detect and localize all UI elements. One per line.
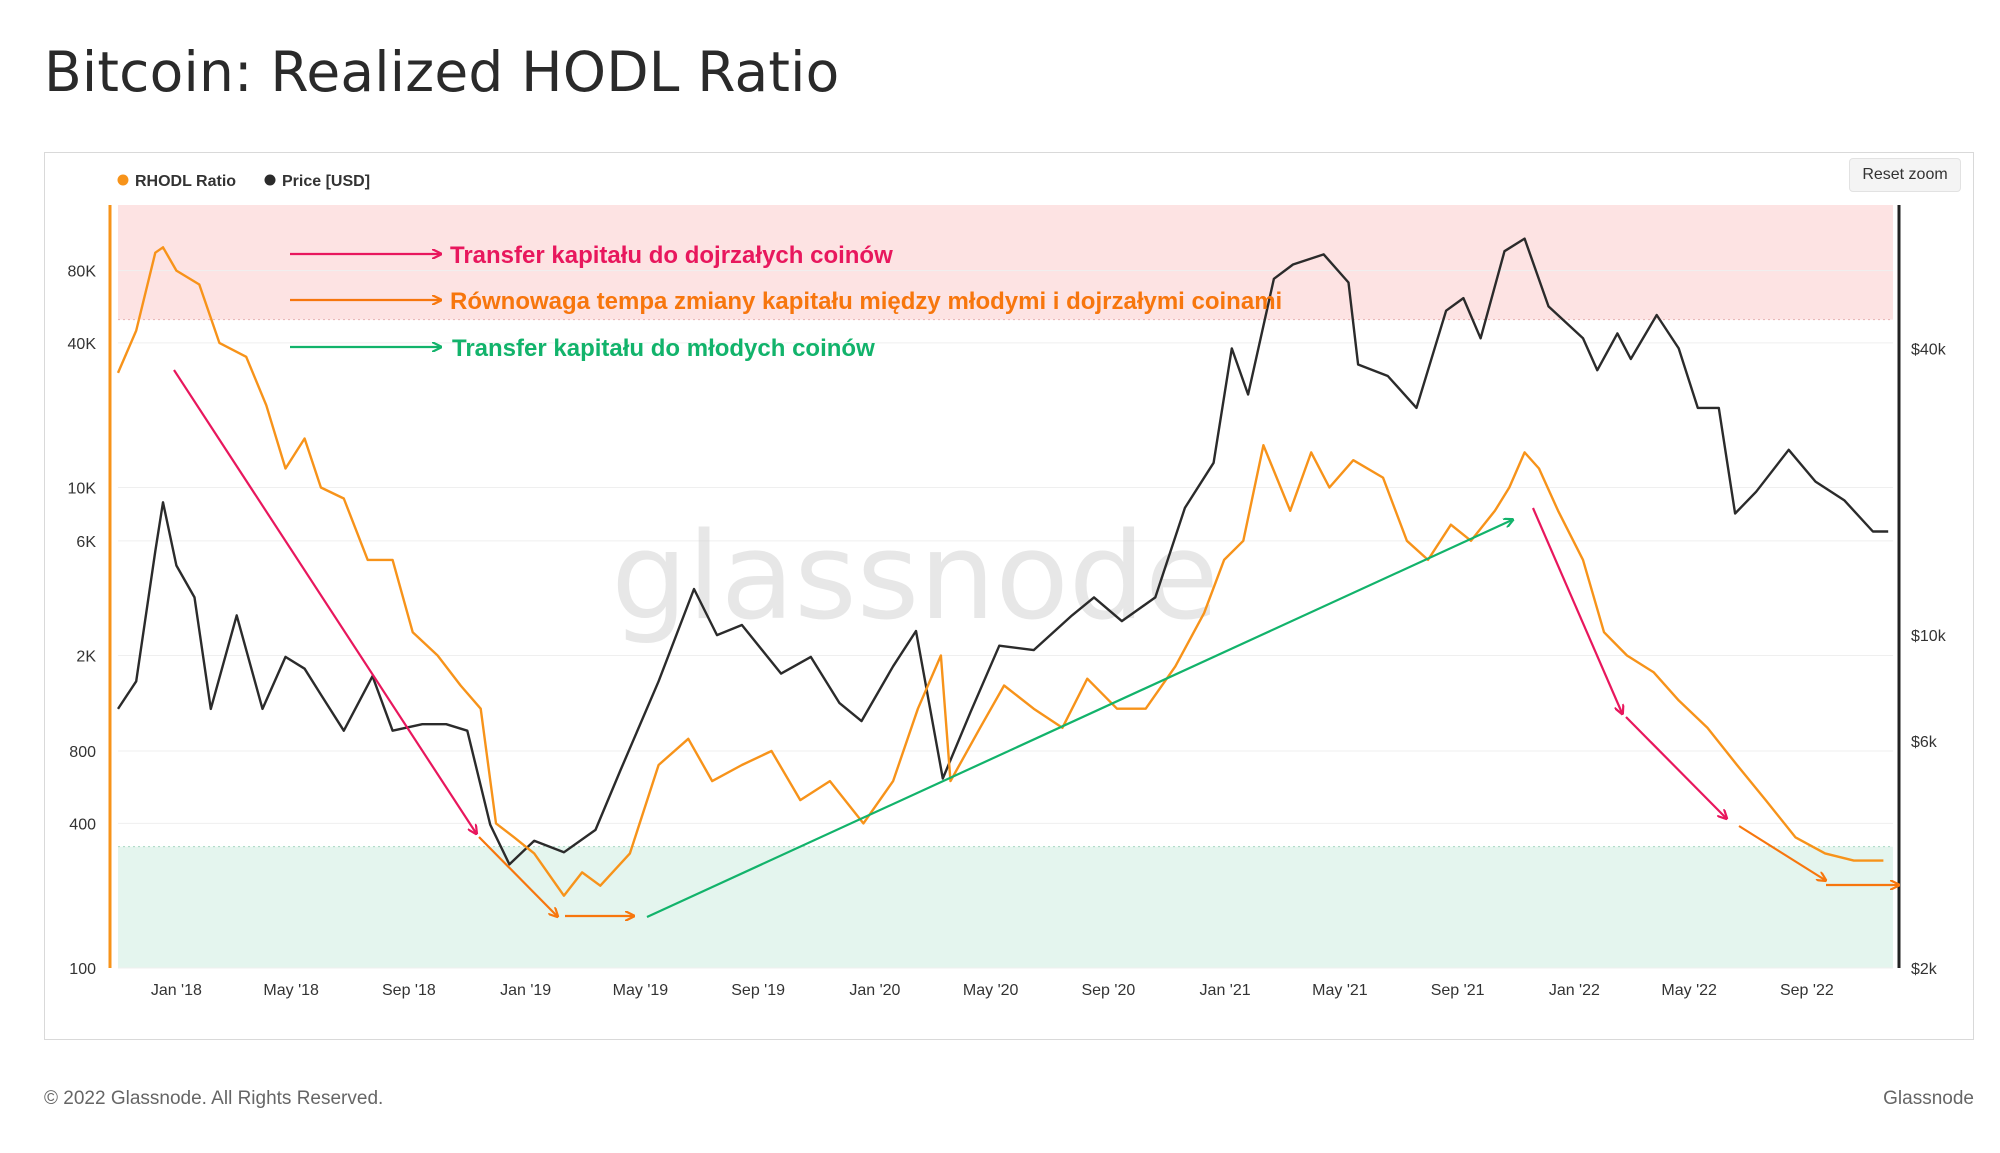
x-tick-label: May '20 [963, 982, 1019, 999]
x-tick-label: Sep '19 [731, 982, 785, 999]
watermark: glassnode [611, 508, 1219, 647]
left-tick-label: 400 [69, 816, 96, 833]
right-tick-label: $2k [1911, 961, 1938, 978]
x-tick-label: Jan '20 [849, 982, 900, 999]
trend-arrow-mature-2018 [173, 369, 476, 833]
series-rhodl-line [116, 246, 1884, 897]
x-tick-label: May '21 [1312, 982, 1368, 999]
left-tick-label: 800 [69, 744, 96, 761]
left-tick-label: 80K [68, 264, 97, 281]
trend-arrow-equilibrium-2022a [1738, 825, 1825, 880]
series-price-line [116, 237, 1889, 866]
trend-arrow-mature-2021 [1531, 507, 1622, 713]
trend-arrow-equilibrium-2019a [478, 836, 557, 916]
annotation-mature: Transfer kapitału do dojrzałych coinów [450, 242, 893, 269]
legend: RHODL Ratio Price [USD] [117, 173, 370, 190]
left-tick-label: 100 [69, 961, 96, 978]
x-tick-label: Sep '20 [1081, 982, 1135, 999]
trend-arrow-young-2019-2021 [646, 520, 1512, 918]
x-tick-label: May '18 [263, 982, 319, 999]
reset-zoom-button[interactable]: Reset zoom [1849, 158, 1961, 192]
x-tick-label: Sep '22 [1780, 982, 1834, 999]
grid [118, 270, 1893, 969]
footer-brand: Glassnode [1883, 1088, 1974, 1109]
right-axis-ticks: $2k $6k $10k $40k [1911, 341, 1947, 978]
page-title: Bitcoin: Realized HODL Ratio [44, 40, 840, 104]
x-tick-label: Jan '21 [1200, 982, 1251, 999]
left-axis-ticks: 100 400 800 2K 6K 10K 40K 80K [68, 264, 97, 978]
annotation-young: Transfer kapitału do młodych coinów [452, 335, 875, 362]
x-tick-label: May '19 [613, 982, 669, 999]
left-tick-label: 6K [76, 534, 96, 551]
trend-arrow-mature-2022 [1625, 716, 1726, 818]
annotation-equilibrium: Równowaga tempa zmiany kapitału między m… [450, 288, 1282, 315]
left-tick-label: 40K [68, 336, 97, 353]
legend-dot-price [264, 174, 276, 186]
x-tick-label: Sep '21 [1431, 982, 1485, 999]
x-tick-label: Jan '19 [500, 982, 551, 999]
x-tick-label: Jan '22 [1549, 982, 1600, 999]
x-tick-label: Jan '18 [151, 982, 202, 999]
right-tick-label: $10k [1911, 628, 1947, 645]
legend-label-price[interactable]: Price [USD] [282, 173, 370, 190]
x-tick-label: Sep '18 [382, 982, 436, 999]
left-tick-label: 10K [68, 481, 97, 498]
left-tick-label: 2K [76, 648, 96, 665]
right-tick-label: $40k [1911, 341, 1947, 358]
x-axis-ticks: Jan '18 May '18 Sep '18 Jan '19 May '19 Sep '… [151, 982, 1834, 999]
legend-label-rhodl[interactable]: RHODL Ratio [135, 173, 236, 190]
lower-band [118, 846, 1893, 968]
right-tick-label: $6k [1911, 734, 1938, 751]
footer-copyright: © 2022 Glassnode. All Rights Reserved. [44, 1088, 384, 1109]
x-tick-label: May '22 [1661, 982, 1717, 999]
legend-dot-rhodl [117, 174, 129, 186]
